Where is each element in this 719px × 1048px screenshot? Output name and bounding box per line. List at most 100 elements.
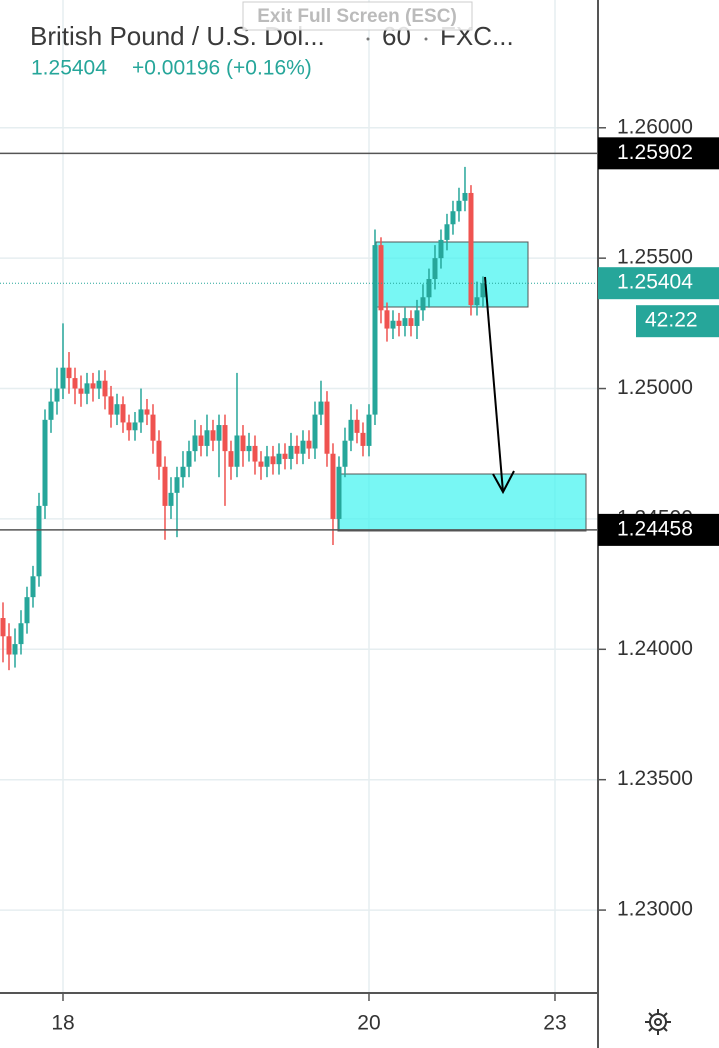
candle-body xyxy=(198,435,204,446)
candle-body xyxy=(78,388,84,394)
candle-body xyxy=(468,192,474,306)
price-label-box xyxy=(598,513,719,546)
candle-body xyxy=(246,445,252,452)
countdown-box xyxy=(636,305,719,338)
candle-body xyxy=(414,310,420,326)
candle-body xyxy=(42,419,48,506)
candle-body xyxy=(402,318,408,326)
candle-body xyxy=(234,435,240,467)
candle-body xyxy=(270,456,276,465)
price-label: 1.24458 xyxy=(617,517,693,540)
last-price: 1.25404 xyxy=(31,57,107,80)
candle-body xyxy=(192,435,198,452)
candle-body xyxy=(48,401,54,420)
candle-body xyxy=(360,432,366,446)
candle-body xyxy=(240,435,246,452)
y-tick-label: 1.24000 xyxy=(617,637,693,660)
exit-fullscreen-button[interactable] xyxy=(242,1,473,31)
candle-body xyxy=(186,451,192,467)
separator-dot xyxy=(424,37,428,41)
price-label-box xyxy=(598,137,719,170)
candle-body xyxy=(132,422,138,431)
y-tick-label: 1.25000 xyxy=(617,376,693,399)
candle-body xyxy=(426,279,432,298)
candle-body xyxy=(24,597,30,624)
exit-fullscreen-label[interactable]: Exit Full Screen (ESC) xyxy=(257,6,457,27)
overlay xyxy=(0,152,598,531)
candle-body xyxy=(390,320,396,329)
arrow xyxy=(484,276,504,493)
y-tick-label: 1.26000 xyxy=(617,115,693,138)
candles xyxy=(0,166,486,671)
candle-body xyxy=(228,451,234,467)
candle-body xyxy=(408,318,414,326)
candle-body xyxy=(138,409,144,423)
candle-body xyxy=(114,404,120,415)
candle-body xyxy=(0,618,6,637)
candle-body xyxy=(204,430,210,446)
x-tick-label: 20 xyxy=(357,1012,380,1035)
candle-body xyxy=(120,404,126,423)
candle-body xyxy=(162,466,168,506)
candle-body xyxy=(276,453,282,465)
zone-box xyxy=(337,473,587,532)
candle-body xyxy=(294,445,300,454)
candle-body xyxy=(36,505,42,577)
candle-body xyxy=(384,310,390,329)
candle-body xyxy=(30,576,36,598)
x-tick-label: 23 xyxy=(543,1012,566,1035)
price-change: +0.00196 (+0.16%) xyxy=(132,57,312,80)
candle-body xyxy=(480,283,486,298)
candle-body xyxy=(174,477,180,493)
candle-body xyxy=(6,636,12,655)
candle-body xyxy=(474,297,480,306)
candle-body xyxy=(60,367,66,389)
candle-body xyxy=(90,383,96,389)
candle-body xyxy=(84,383,90,394)
candle-body xyxy=(354,419,360,433)
candle-body xyxy=(180,466,186,478)
candle-body xyxy=(210,430,216,441)
candle-body xyxy=(282,453,288,459)
candle-body xyxy=(54,388,60,402)
candle-body xyxy=(96,380,102,389)
last-price-label: 1.25404 xyxy=(617,271,693,294)
candle-body xyxy=(342,440,348,467)
candle-body xyxy=(168,492,174,506)
candle-body xyxy=(462,192,468,201)
countdown: 42:22 xyxy=(645,309,698,332)
candle-body xyxy=(396,320,402,326)
candle-body xyxy=(150,414,156,441)
candle-body xyxy=(252,445,258,462)
candle-body xyxy=(156,440,162,467)
candle-body xyxy=(324,401,330,454)
candle-body xyxy=(420,297,426,311)
candle-body xyxy=(318,401,324,415)
candle-body xyxy=(72,378,78,389)
candle-body xyxy=(264,456,270,467)
candle-body xyxy=(312,414,318,449)
price-label: 1.25902 xyxy=(617,141,693,164)
candle-body xyxy=(300,440,306,454)
candle-body xyxy=(432,258,438,280)
candle-body xyxy=(336,466,342,519)
candle-body xyxy=(18,623,24,645)
zone-box xyxy=(375,241,529,308)
y-tick-label: 1.23500 xyxy=(617,767,693,790)
candle-body xyxy=(144,409,150,415)
candle-body xyxy=(378,245,384,311)
candle-body xyxy=(438,239,444,259)
candle-body xyxy=(450,211,456,225)
candle-body xyxy=(216,425,222,441)
candle-body xyxy=(348,419,354,441)
candle-body xyxy=(258,461,264,467)
candle-body xyxy=(102,380,108,397)
separator-dot xyxy=(366,37,370,41)
candle-body xyxy=(222,425,228,452)
last-price-box xyxy=(598,267,719,300)
x-tick-label: 18 xyxy=(51,1012,74,1035)
candle-body xyxy=(108,396,114,415)
settings-icon[interactable] xyxy=(645,1009,671,1035)
candle-body xyxy=(12,644,18,655)
